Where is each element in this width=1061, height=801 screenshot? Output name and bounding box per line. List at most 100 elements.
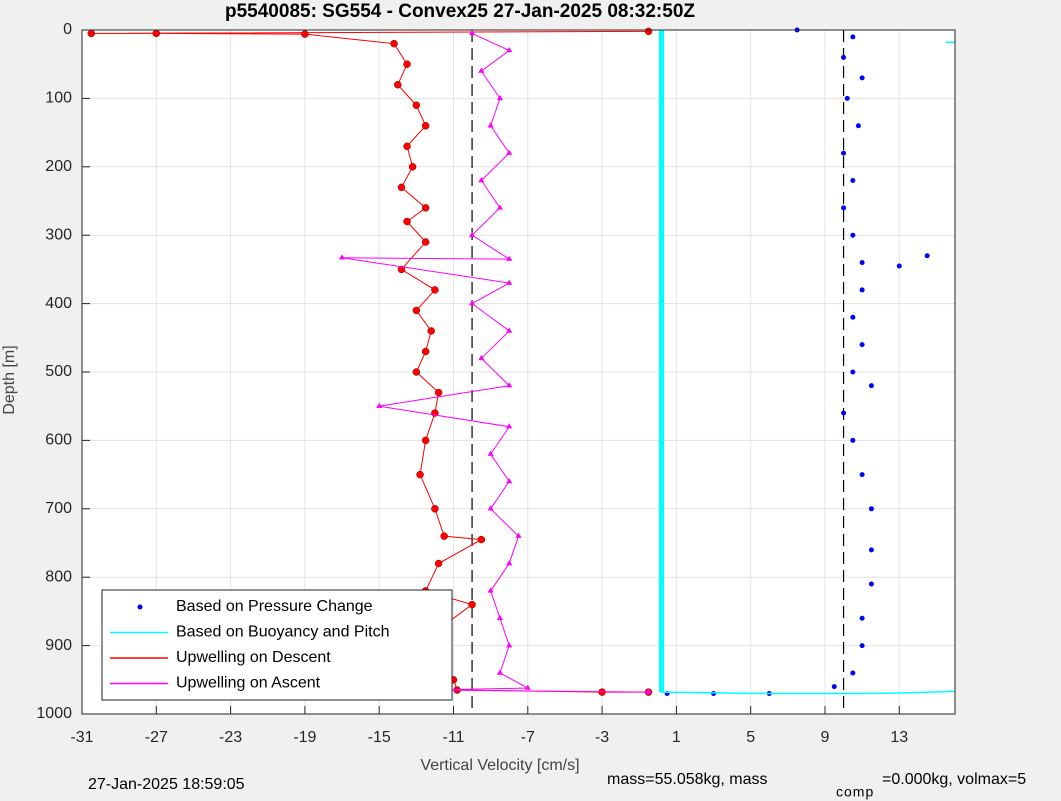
- point: [403, 142, 411, 151]
- point: [506, 255, 513, 261]
- point: [850, 369, 856, 375]
- point: [506, 560, 513, 566]
- point: [152, 29, 161, 38]
- point: [841, 205, 847, 211]
- point: [506, 382, 513, 388]
- point: [496, 204, 503, 210]
- y-tick-label: 700: [45, 500, 72, 517]
- point: [506, 279, 513, 285]
- ticks: -31 -27 -23 -19 -15 -11 -7 -3 1 5 9 130100200300400…: [36, 21, 908, 746]
- y-tick-label: 1000: [36, 705, 72, 722]
- point: [506, 423, 513, 429]
- point: [416, 470, 424, 479]
- series-line: [341, 32, 649, 693]
- x-tick-label: -7: [521, 729, 535, 746]
- y-tick-label: 500: [45, 363, 72, 380]
- x-tick-label: -23: [219, 729, 242, 746]
- point: [469, 231, 476, 237]
- point: [844, 95, 850, 101]
- point: [390, 39, 398, 48]
- point: [868, 547, 874, 553]
- point: [412, 306, 421, 315]
- footer-timestamp: 27-Jan-2025 18:59:05: [88, 776, 245, 793]
- point: [841, 410, 847, 416]
- point: [850, 177, 856, 183]
- x-tick-label: 1: [672, 729, 681, 746]
- x-tick-label: 9: [821, 729, 830, 746]
- point: [850, 232, 856, 238]
- point: [487, 450, 494, 456]
- y-tick-label: 0: [63, 21, 72, 38]
- footer-rest: =0.000kg, volmax=5: [882, 771, 1026, 788]
- point: [859, 260, 865, 266]
- point: [338, 254, 346, 260]
- point: [841, 150, 847, 156]
- x-tick-label: -31: [70, 729, 93, 746]
- point: [506, 149, 513, 155]
- point: [506, 327, 513, 333]
- point: [468, 600, 476, 609]
- point: [496, 669, 503, 675]
- chart-title: p5540085: SG554 - Convex25 27-Jan-2025 0…: [225, 1, 695, 22]
- legend-label: Upwelling on Descent: [176, 649, 331, 666]
- legend-box: [101, 589, 453, 701]
- point: [469, 29, 476, 36]
- point: [301, 30, 309, 38]
- point: [868, 383, 874, 389]
- point: [644, 27, 653, 36]
- point: [515, 532, 522, 538]
- point: [841, 54, 847, 60]
- point: [408, 163, 417, 171]
- footer-subscript: comp: [836, 784, 874, 800]
- x-axis-label: Vertical Velocity [cm/s]: [420, 757, 579, 774]
- point: [859, 643, 865, 649]
- legend: Based on Pressure Change Based on Buoyanc…: [101, 589, 453, 701]
- point: [850, 670, 856, 676]
- point: [896, 263, 902, 269]
- point: [421, 238, 430, 246]
- point: [412, 368, 421, 376]
- point: [403, 217, 411, 226]
- x-tick-label: -15: [368, 729, 391, 746]
- point: [478, 67, 485, 73]
- footer-mass: mass=55.058kg, mass: [607, 771, 768, 788]
- point: [859, 75, 865, 81]
- point: [397, 183, 406, 192]
- point: [427, 327, 435, 335]
- y-tick-label: 200: [45, 158, 72, 175]
- x-tick-label: -19: [293, 729, 316, 746]
- x-tick-label: 5: [746, 729, 755, 746]
- point: [434, 388, 443, 397]
- point: [421, 204, 430, 212]
- point: [924, 253, 930, 259]
- point: [421, 347, 430, 356]
- point: [397, 265, 406, 274]
- point: [421, 436, 430, 445]
- legend-symbol: [137, 604, 143, 610]
- point: [506, 47, 513, 53]
- point: [403, 60, 411, 68]
- point: [487, 505, 494, 511]
- point: [478, 176, 485, 183]
- point: [496, 614, 503, 620]
- point: [87, 29, 96, 38]
- point: [506, 642, 513, 648]
- x-tick-label: 13: [890, 729, 908, 746]
- point: [850, 34, 856, 40]
- point: [478, 354, 485, 361]
- point: [431, 286, 439, 294]
- point: [859, 472, 865, 478]
- point: [412, 101, 421, 109]
- point: [440, 532, 448, 540]
- point: [394, 80, 402, 89]
- point: [850, 437, 856, 443]
- y-tick-label: 100: [45, 90, 72, 107]
- point: [524, 684, 531, 690]
- point: [487, 122, 494, 128]
- point: [859, 342, 865, 348]
- point: [868, 581, 874, 587]
- point: [831, 684, 837, 690]
- grid: [81, 29, 955, 715]
- y-axis-label: Depth [m]: [1, 345, 18, 414]
